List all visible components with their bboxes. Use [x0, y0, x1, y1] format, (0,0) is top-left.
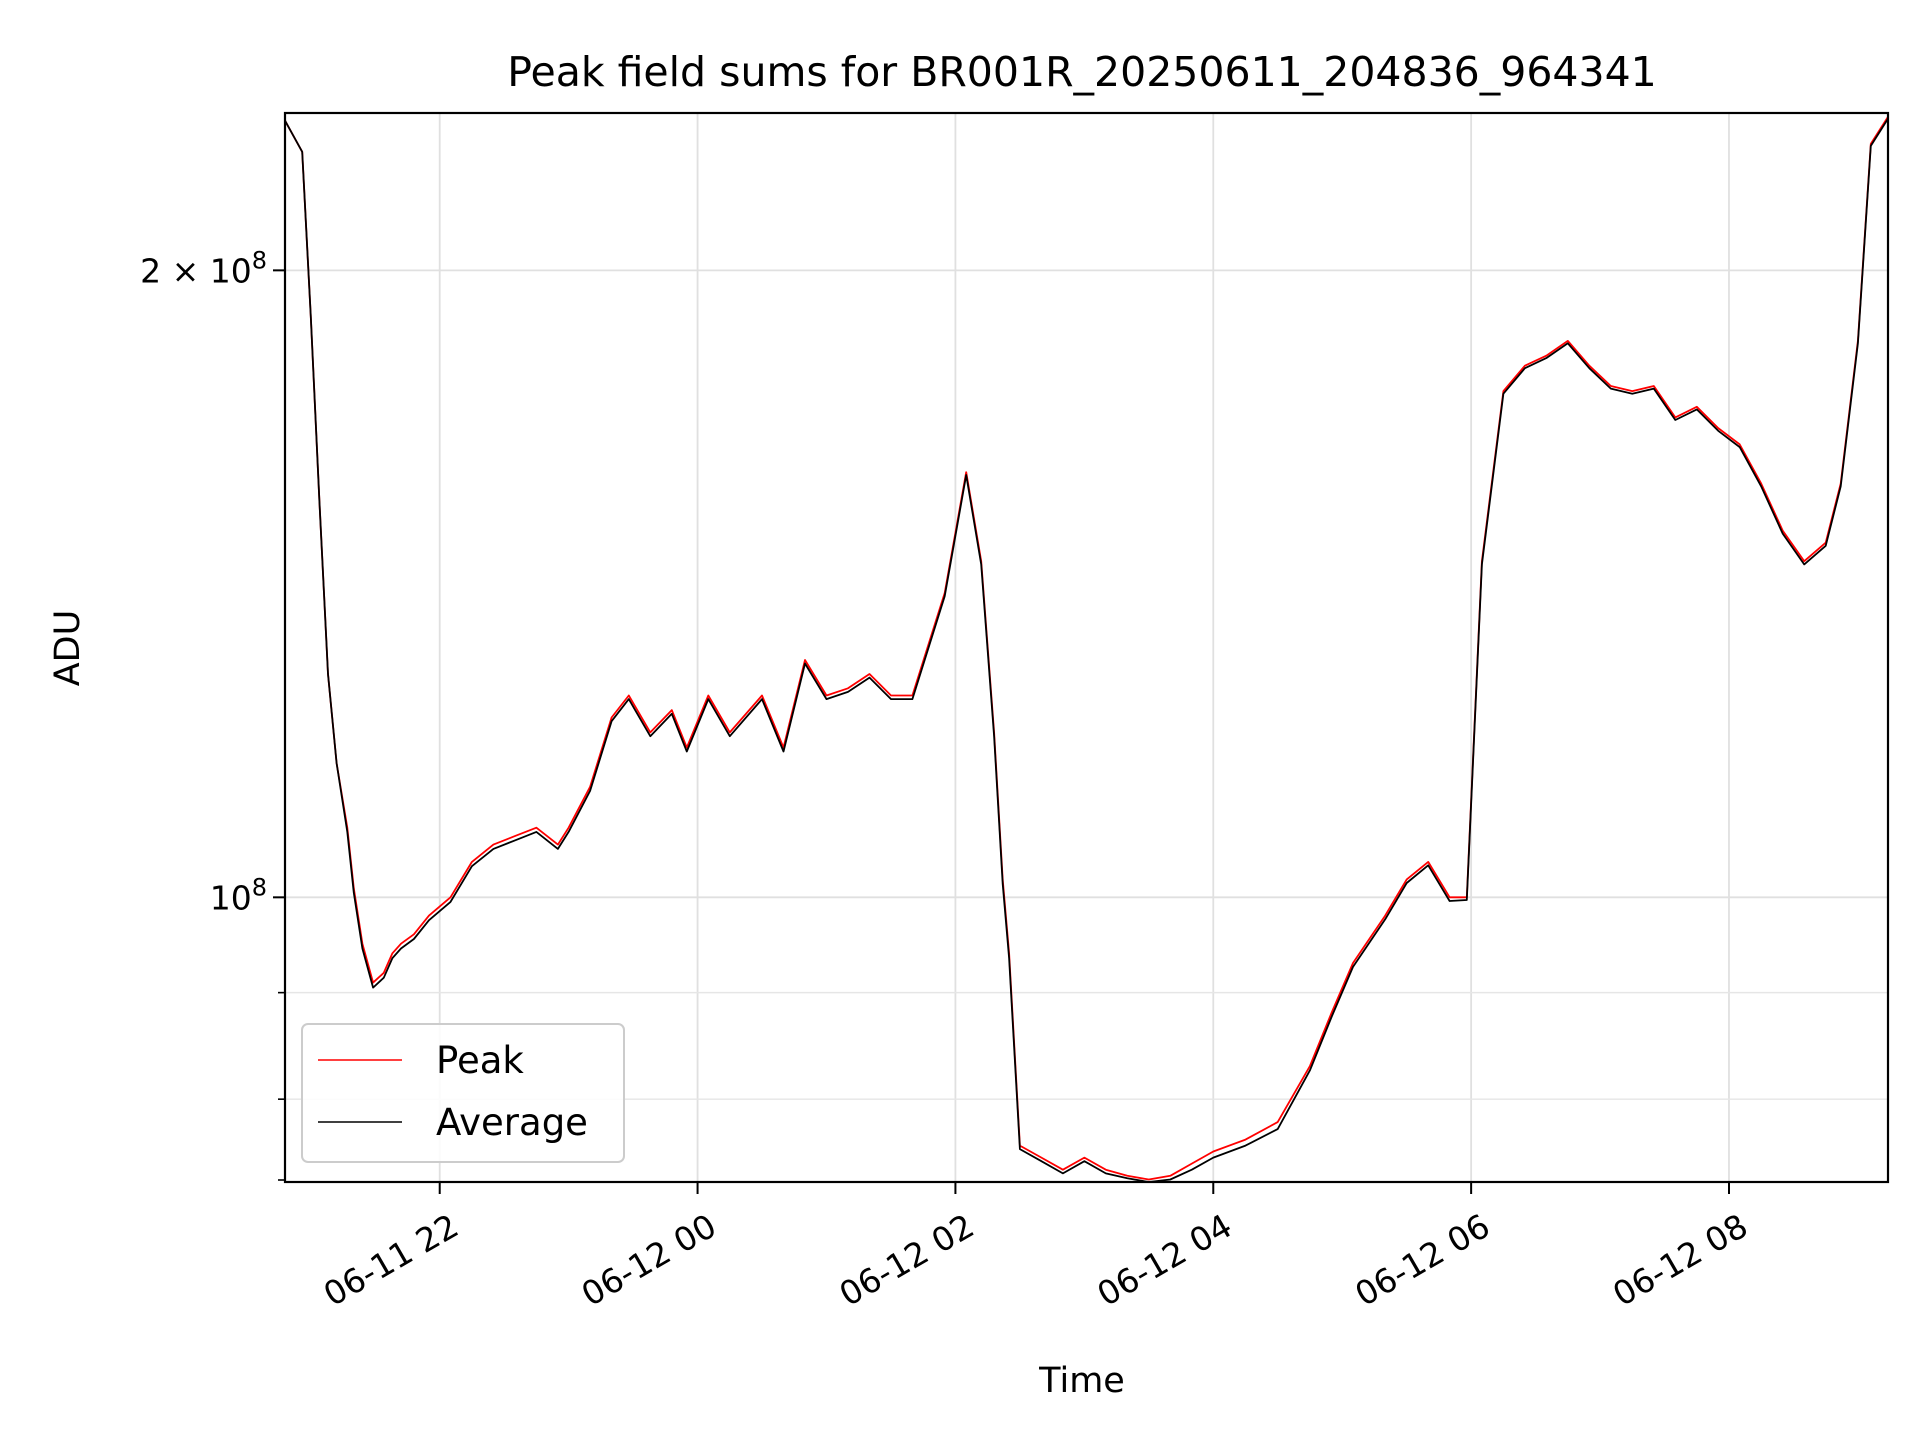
legend: Peak Average	[301, 1023, 625, 1163]
y-axis-label: ADU	[48, 610, 88, 687]
legend-label-average: Average	[436, 1101, 588, 1144]
plot-area	[285, 113, 1888, 1182]
series-layer	[284, 116, 1889, 1183]
plot-frame	[283, 111, 1890, 1184]
x-axis-label: Time	[1038, 1361, 1125, 1401]
legend-label-peak: Peak	[436, 1039, 524, 1082]
legend-box	[301, 1023, 625, 1163]
chart-title: Peak field sums for BR001R_20250611_2048…	[507, 48, 1657, 96]
y-tick-label: 108	[210, 873, 267, 917]
series-line-average	[284, 118, 1889, 1183]
y-tick-label: 2 × 108	[140, 246, 267, 290]
